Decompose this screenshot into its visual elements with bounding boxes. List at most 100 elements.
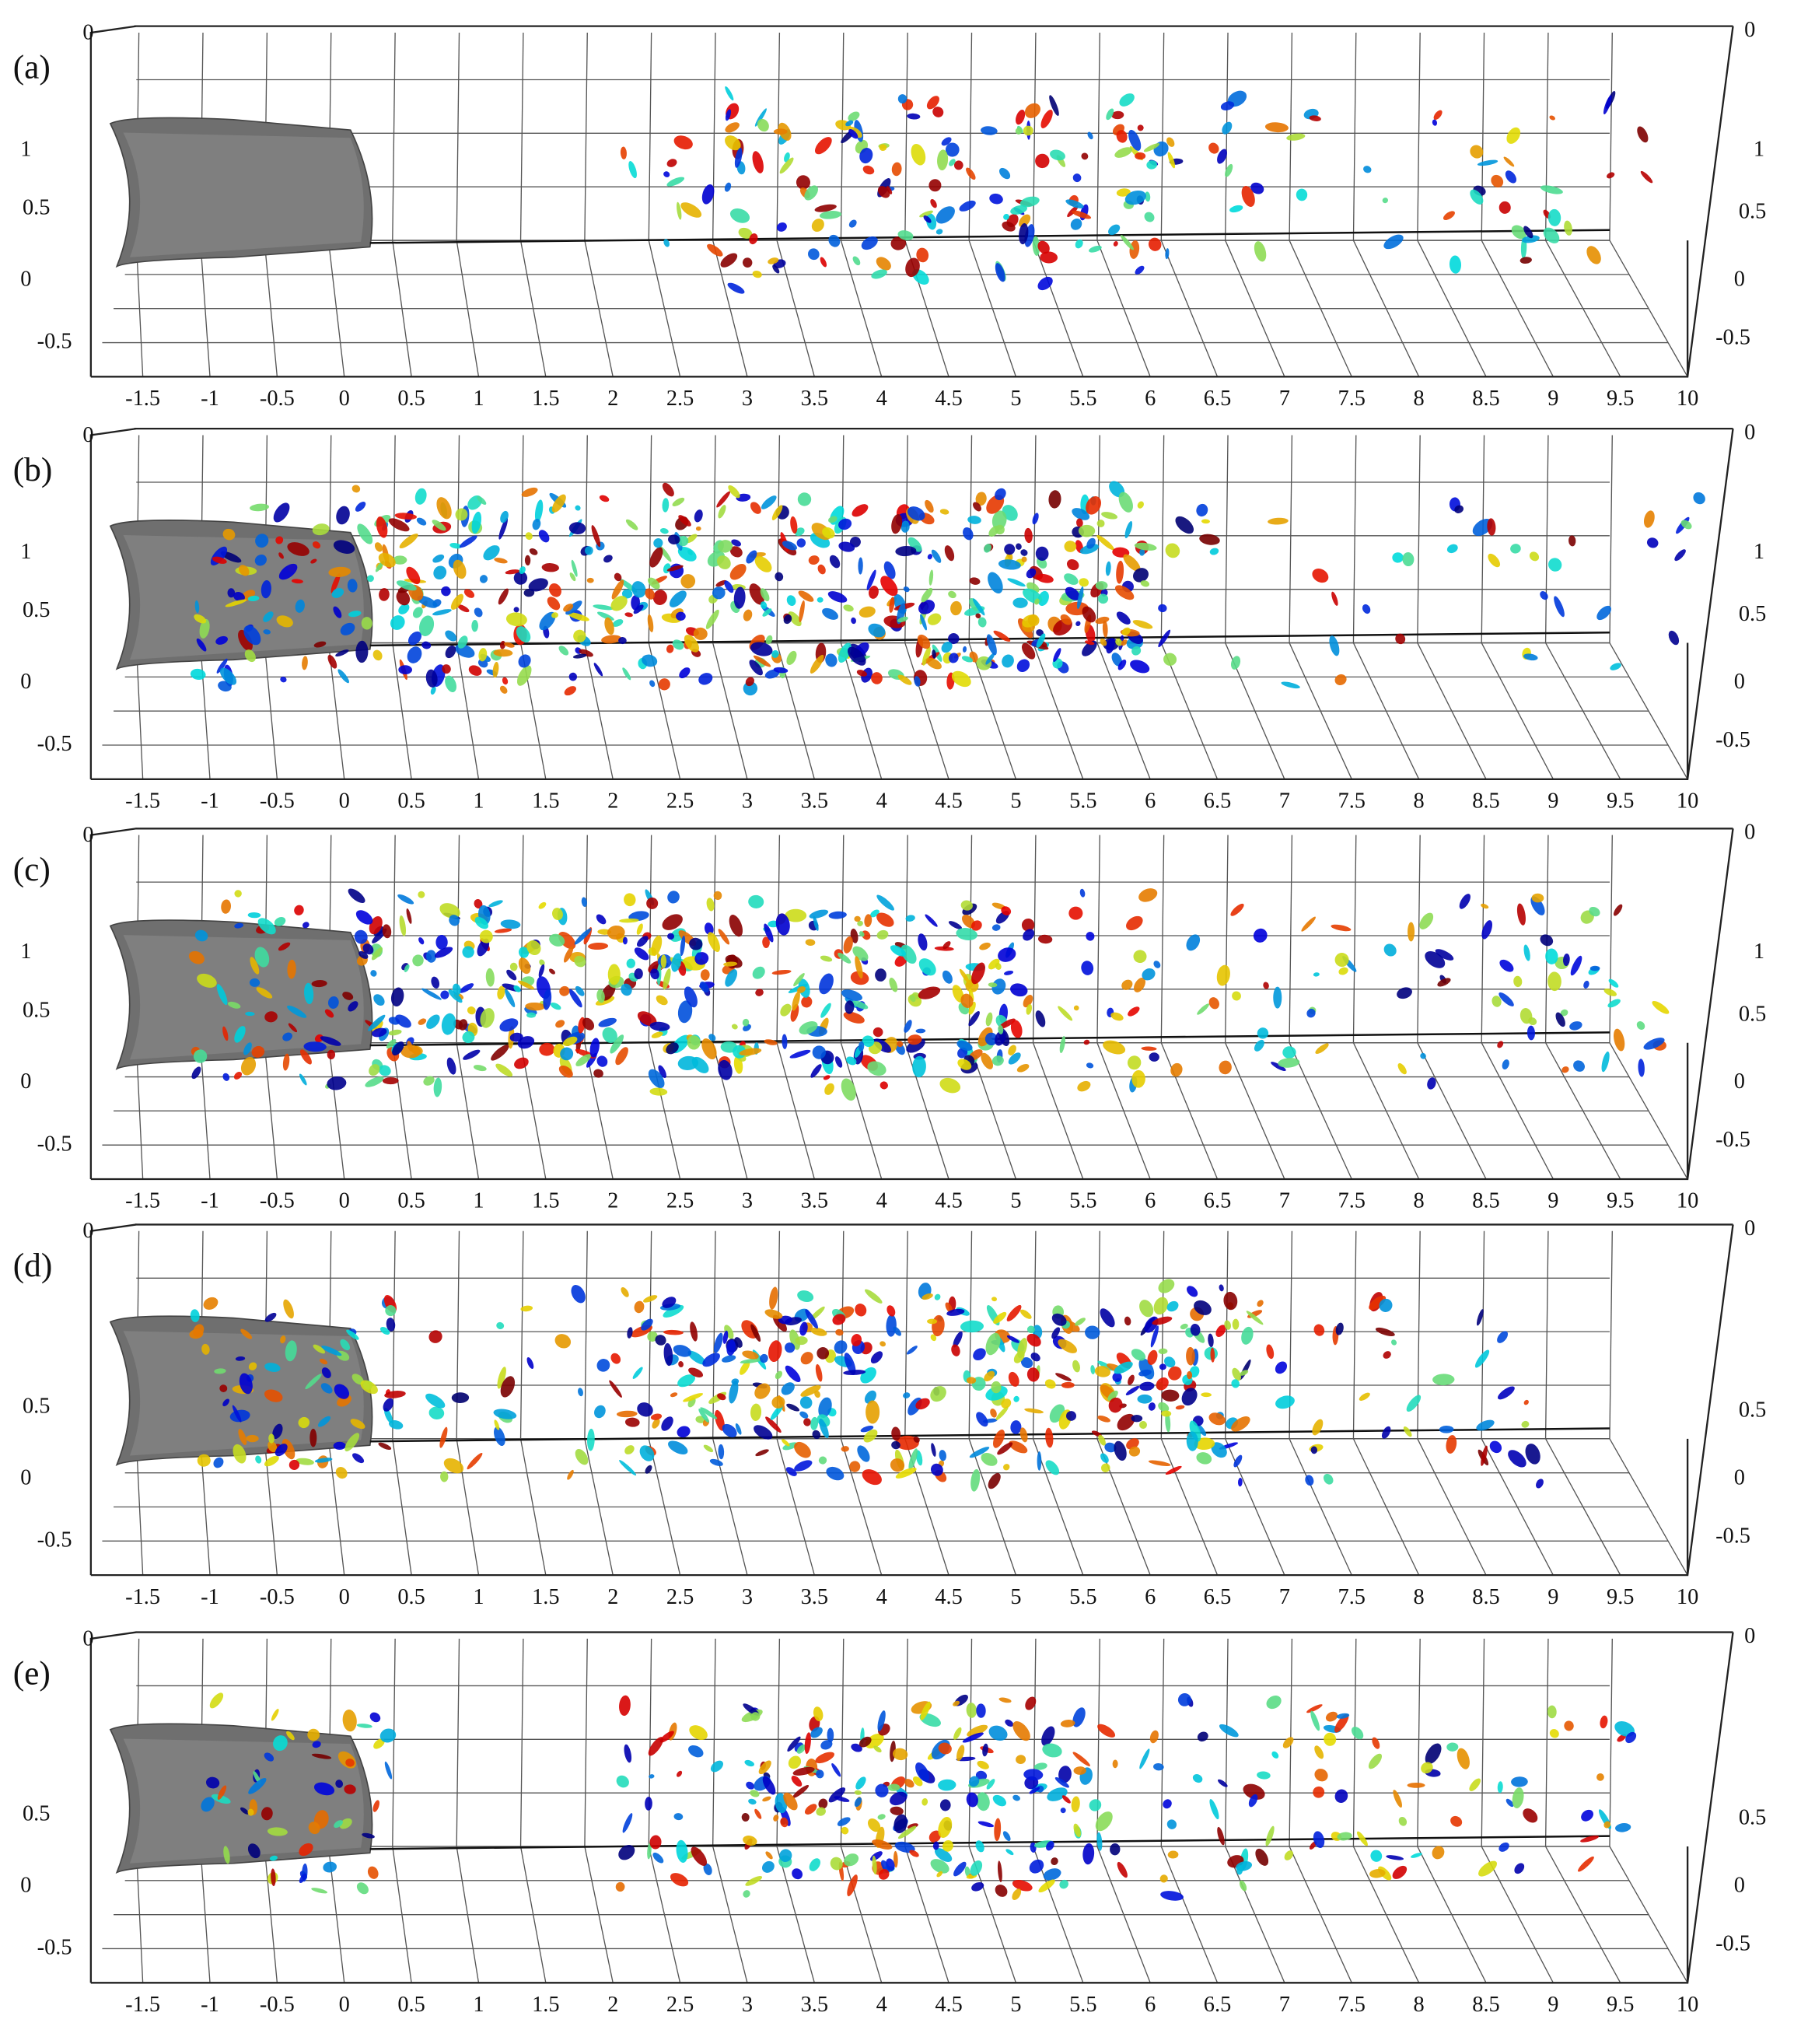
vortex-structure <box>321 1367 331 1378</box>
vortex-structure <box>320 1383 333 1394</box>
vortex-structure <box>1133 950 1147 964</box>
vortex-structure <box>1064 541 1077 552</box>
vortex-structure <box>1128 129 1142 151</box>
vortex-structure <box>975 492 987 506</box>
vortex-structure <box>492 661 499 678</box>
vortex-structure <box>234 890 242 898</box>
vortex-structure <box>858 1041 865 1052</box>
vortex-structure <box>1253 928 1268 943</box>
vortex-structure <box>1222 121 1233 135</box>
right-tick-label: -0.5 <box>1715 1128 1750 1152</box>
vortex-structure <box>526 1012 537 1018</box>
vortex-structure <box>816 1807 826 1816</box>
vortex-structure <box>352 1453 365 1464</box>
vortex-structure <box>547 597 561 611</box>
vortex-structure <box>1547 208 1561 226</box>
vortex-structure <box>1246 1311 1264 1325</box>
vortex-structure <box>775 913 790 936</box>
vortex-structure <box>351 1374 364 1385</box>
vortex-structure <box>850 971 869 985</box>
left-tick-label: 0 <box>20 1069 31 1094</box>
vortex-structure <box>972 598 985 616</box>
vortex-structure <box>760 588 770 602</box>
vortex-structure <box>1186 934 1201 951</box>
vortex-structure <box>458 1019 468 1031</box>
vortex-structure <box>816 1769 824 1779</box>
vortex-structure <box>1356 1831 1368 1846</box>
vortex-structure <box>302 922 309 929</box>
vortex-structure <box>1459 894 1471 909</box>
vortex-structure <box>825 653 838 667</box>
vortex-structure <box>690 1321 698 1342</box>
vortex-structure <box>378 1442 392 1451</box>
grid-line <box>392 32 396 241</box>
vortex-structure <box>848 111 860 121</box>
vortex-structure <box>672 497 685 506</box>
vortex-structure <box>809 909 829 919</box>
vortex-structure <box>634 968 643 980</box>
vortex-structure <box>493 649 513 657</box>
vortex-structure <box>448 989 463 1003</box>
vortex-structure <box>1403 1426 1412 1437</box>
vortex-structure <box>1443 211 1455 220</box>
vortex-structure <box>1007 578 1026 587</box>
vortex-structure <box>1143 143 1160 152</box>
vortex-structure <box>1131 1069 1145 1088</box>
vortex-structure <box>1073 1766 1086 1775</box>
vortex-structure <box>1614 1721 1635 1737</box>
vortex-structure <box>1474 1349 1490 1368</box>
vortex-structure <box>981 1452 998 1466</box>
vortex-structure <box>1390 1339 1397 1346</box>
panel: -1.5 -1 -0.5 0 0.5 1 1.5 2 2.5 3 3.5 4 4.5 5 5.5 6 6.5 7 7… <box>13 1216 1767 1609</box>
vortex-structure <box>1219 1284 1224 1292</box>
vortex-structure <box>703 1863 712 1875</box>
vortex-structure <box>474 607 483 618</box>
vortex-structure <box>1601 1051 1610 1073</box>
vortex-structure <box>1583 980 1589 989</box>
vortex-structure <box>626 958 635 968</box>
vortex-structure <box>257 918 276 935</box>
vortex-structure <box>772 264 780 274</box>
x-tick-label: 7.5 <box>1338 789 1366 814</box>
vortex-structure <box>1104 1442 1117 1453</box>
vortex-structure <box>299 1049 312 1065</box>
vortex-structure <box>1446 544 1458 554</box>
vortex-structure <box>1004 544 1016 555</box>
grid-line <box>840 1638 845 1847</box>
vortex-structure <box>288 1023 298 1033</box>
vortex-structure <box>921 646 931 666</box>
vortex-structure <box>753 655 771 667</box>
vortex-structure <box>1158 604 1167 613</box>
vortex-structure <box>459 983 474 993</box>
vortex-structure <box>938 1742 952 1755</box>
vortex-structure <box>575 505 581 511</box>
vortex-structure <box>750 1324 761 1342</box>
vortex-structure <box>643 1295 658 1303</box>
vortex-structure <box>738 227 753 239</box>
vortex-structure <box>988 1472 1001 1489</box>
box-edge <box>89 427 1734 781</box>
vortex-structure <box>1577 1856 1594 1872</box>
vortex-structure <box>1128 1446 1141 1457</box>
vortex-structure <box>867 1061 887 1076</box>
vortex-structure <box>991 1297 998 1302</box>
x-tick-label: 8 <box>1414 1585 1425 1609</box>
vortex-structure <box>264 1455 279 1467</box>
vortex-structure <box>572 653 587 659</box>
vortex-structure <box>722 1423 737 1438</box>
x-tick-label: 9.5 <box>1607 1585 1634 1609</box>
vortex-structure <box>625 519 638 530</box>
vortex-structure <box>852 256 861 266</box>
vortex-structure <box>837 1817 851 1826</box>
x-tick-label: 10 <box>1677 387 1698 411</box>
vortex-structure <box>684 635 699 653</box>
vortex-structure <box>1026 568 1037 579</box>
grid-line <box>1289 835 1293 1043</box>
vortex-structure <box>673 1813 684 1821</box>
vortex-structure <box>1045 1460 1060 1475</box>
vortex-structure <box>799 1321 808 1336</box>
vortex-structure <box>926 96 939 110</box>
vortex-structure <box>194 600 200 614</box>
vortex-structure <box>706 898 715 912</box>
vortex-structure <box>970 1468 981 1492</box>
